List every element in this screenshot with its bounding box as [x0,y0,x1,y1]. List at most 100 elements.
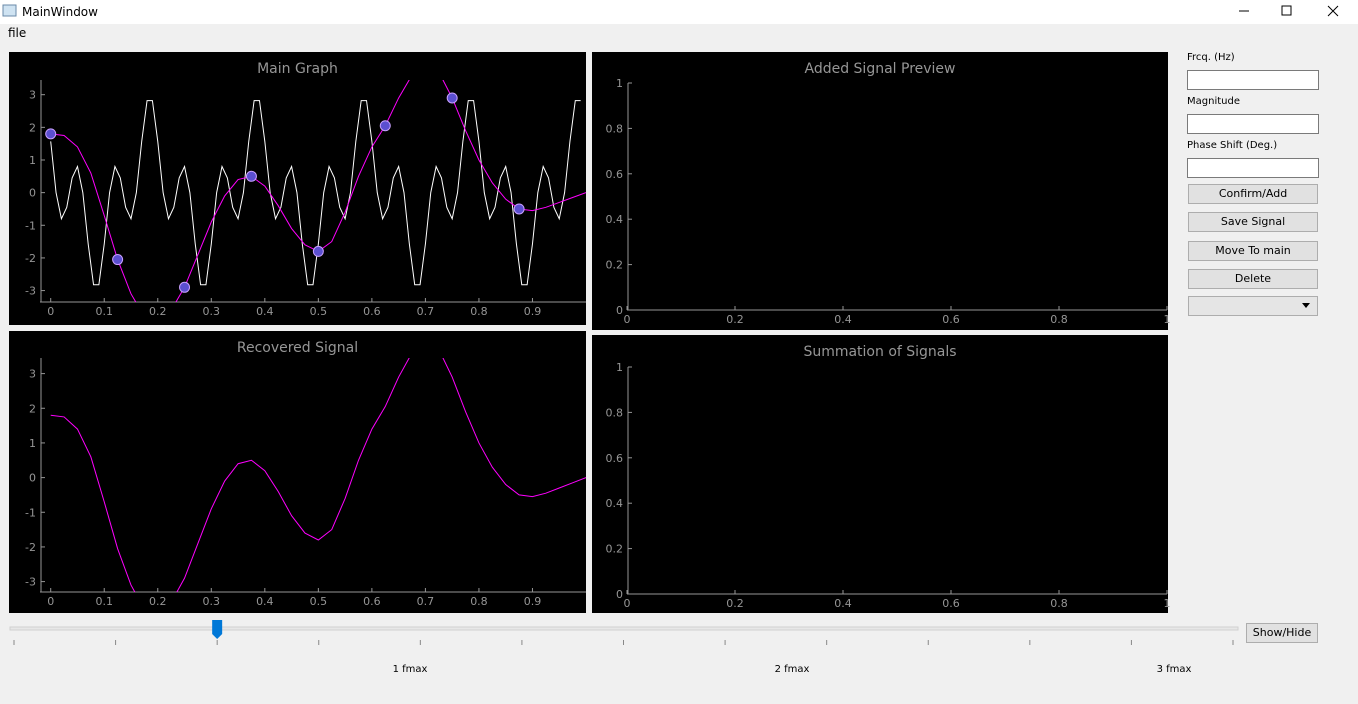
plot-panel [9,331,586,613]
x-tick-label: 0.5 [310,305,328,318]
chart-title: Main Graph [257,61,338,77]
y-tick-label: 3 [29,368,36,381]
freq-input[interactable] [1187,70,1319,90]
x-tick-label: 0.6 [942,597,960,610]
x-tick-label: 0.2 [726,597,744,610]
menu-file[interactable]: file [8,26,26,40]
close-button[interactable] [1327,5,1339,17]
plot-panel [592,52,1168,330]
sample-point [179,281,191,293]
y-tick-label: 1 [29,437,36,450]
x-tick-label: 0.7 [417,305,435,318]
x-tick-label: 0.3 [203,305,221,318]
y-tick-label: 0 [29,472,36,485]
slider-label: 1 fmax [393,664,428,675]
y-tick-label: 0.6 [606,452,624,465]
y-tick-label: 2 [29,402,36,415]
sample-point [245,170,257,182]
x-tick-label: 0 [47,305,54,318]
y-tick-label: -1 [25,219,36,232]
y-tick-label: 1 [29,154,36,167]
x-tick-label: 0.1 [95,595,113,608]
phase-label: Phase Shift (Deg.) [1187,140,1278,151]
app-icon [2,4,17,17]
magnitude-label: Magnitude [1187,96,1240,107]
y-tick-label: -1 [25,506,36,519]
phase-input[interactable] [1187,158,1319,178]
x-tick-label: 1 [1164,313,1171,326]
x-tick-label: 0.4 [256,305,274,318]
x-tick-label: 0.2 [726,313,744,326]
plot-panel [592,335,1168,613]
x-tick-label: 0 [47,595,54,608]
save-button[interactable]: Save Signal [1188,212,1318,232]
y-tick-label: 0.8 [606,122,624,135]
y-tick-label: 0 [616,304,623,317]
x-tick-label: 0.4 [834,597,852,610]
signal-line [50,100,581,286]
combo-arrow [1302,303,1310,308]
x-tick-label: 0.4 [834,313,852,326]
slider-track [9,626,1239,631]
x-tick-label: 0.7 [417,595,435,608]
x-tick-label: 0.6 [942,313,960,326]
x-tick-label: 0.4 [256,595,274,608]
delete-button[interactable]: Delete [1188,269,1318,289]
y-tick-label: 0 [29,187,36,200]
magnitude-input[interactable] [1187,114,1319,134]
x-tick-label: 0.8 [1050,313,1068,326]
x-tick-label: 0 [624,597,631,610]
x-tick-label: 1 [1164,597,1171,610]
y-tick-label: -3 [25,576,36,589]
x-tick-label: 0.9 [524,305,542,318]
sample-point [312,245,324,257]
slider-label: 3 fmax [1157,664,1192,675]
window-title: MainWindow [22,5,98,19]
y-tick-label: 0.8 [606,406,624,419]
chart-title: Recovered Signal [237,340,358,356]
maximize-button[interactable] [1281,5,1292,16]
x-tick-label: 0.8 [1050,597,1068,610]
x-tick-label: 0.1 [95,305,113,318]
x-tick-label: 0.8 [470,595,488,608]
charts: Main Graph -3 -2 -1 0 1 2 3 0 0.1 0.2 0.3 0.4 0.5 0.6 0… [9,52,1171,613]
sample-point [513,203,525,215]
y-tick-label: 0 [616,588,623,601]
y-tick-label: 2 [29,121,36,134]
y-tick-label: 0.2 [606,259,624,272]
x-tick-label: 0.3 [203,595,221,608]
sample-point [379,120,391,132]
chart-title: Added Signal Preview [804,61,955,77]
y-tick-label: 1 [616,77,623,90]
signal-line [50,358,586,592]
plot-panel [9,52,586,325]
sample-point [112,254,124,266]
chart-title: Summation of Signals [803,344,956,360]
sample-point [446,92,458,104]
show-hide-button[interactable]: Show/Hide [1246,623,1318,643]
x-tick-label: 0.6 [363,595,381,608]
slider[interactable]: 1 fmax 2 fmax 3 fmax [9,620,1239,675]
plot-area [50,358,586,592]
move-button[interactable]: Move To main [1188,241,1318,261]
confirm-button[interactable]: Confirm/Add [1188,184,1318,204]
y-tick-label: 0.4 [606,497,624,510]
x-tick-label: 0 [624,313,631,326]
sample-point [45,128,57,140]
y-tick-label: 1 [616,361,623,374]
x-tick-label: 0.9 [524,595,542,608]
x-tick-label: 0.6 [363,305,381,318]
plot-area [45,80,586,302]
slider-label: 2 fmax [775,664,810,675]
x-tick-label: 0.8 [470,305,488,318]
title-bar [0,0,1358,24]
y-tick-label: -3 [25,285,36,298]
y-tick-label: -2 [25,252,36,265]
slider-handle [212,620,223,639]
y-tick-label: -2 [25,541,36,554]
freq-label: Frcq. (Hz) [1187,52,1235,63]
y-tick-label: 0.6 [606,168,624,181]
signal-combo[interactable] [1188,296,1318,316]
y-tick-label: 0.2 [606,543,624,556]
